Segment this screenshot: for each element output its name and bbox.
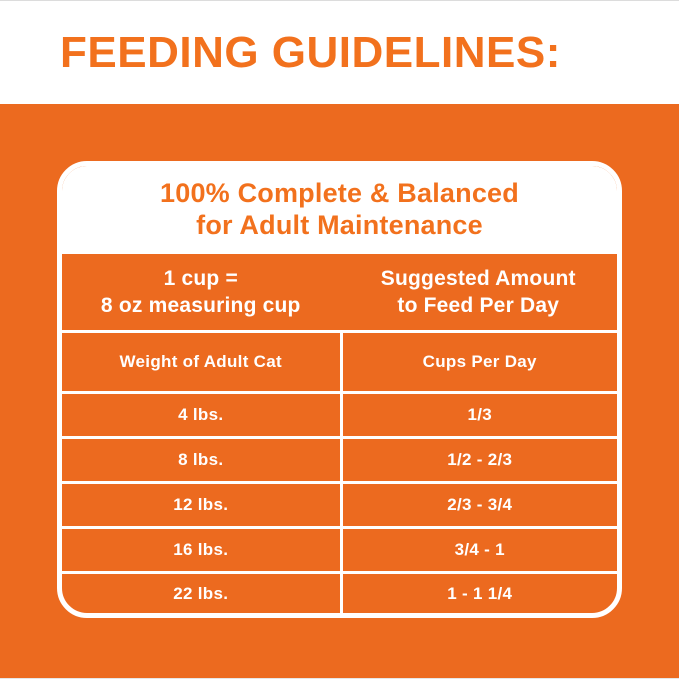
weight-cell: 4 lbs. [178, 405, 224, 424]
page-header: FEEDING GUIDELINES: [0, 1, 679, 104]
column-header-cups: Cups Per Day [339, 333, 618, 391]
column-header-row: Weight of Adult Cat Cups Per Day [62, 330, 617, 391]
cups-cell: 1/2 - 2/3 [339, 439, 618, 481]
guidelines-card: 100% Complete & Balanced for Adult Maint… [57, 161, 622, 618]
cups-cell: 1/3 [339, 394, 618, 436]
table-row: 16 lbs. 3/4 - 1 [62, 526, 617, 571]
weight-cell: 8 lbs. [178, 450, 224, 469]
page-title: FEEDING GUIDELINES: [60, 27, 561, 77]
card-title-line2: for Adult Maintenance [196, 210, 483, 240]
header-measuring-cup: 1 cup = 8 oz measuring cup [62, 254, 340, 330]
page-background: 100% Complete & Balanced for Adult Maint… [0, 104, 679, 678]
weight-cell: 22 lbs. [173, 583, 229, 603]
cups-cell: 1 - 1 1/4 [339, 574, 618, 613]
table-header-row: 1 cup = 8 oz measuring cup Suggested Amo… [62, 254, 617, 330]
header-suggested-amount-line1: Suggested Amount [380, 266, 576, 290]
table-row: 22 lbs. 1 - 1 1/4 [62, 571, 617, 613]
header-suggested-amount-line2: to Feed Per Day [397, 294, 560, 317]
weight-cell: 16 lbs. [173, 540, 229, 559]
cups-cell: 2/3 - 3/4 [339, 484, 618, 526]
table-row: 4 lbs. 1/3 [62, 391, 617, 436]
cups-cell: 3/4 - 1 [339, 529, 618, 571]
header-measuring-cup-line1: 1 cup = [163, 266, 238, 290]
card-title: 100% Complete & Balanced for Adult Maint… [62, 166, 617, 254]
table-row: 12 lbs. 2/3 - 3/4 [62, 481, 617, 526]
table-row: 8 lbs. 1/2 - 2/3 [62, 436, 617, 481]
weight-cell: 12 lbs. [173, 495, 229, 514]
header-measuring-cup-line2: 8 oz measuring cup [100, 294, 301, 317]
column-header-weight: Weight of Adult Cat [119, 352, 282, 371]
header-suggested-amount: Suggested Amount to Feed Per Day [340, 254, 618, 330]
card-title-line1: 100% Complete & Balanced [160, 178, 519, 209]
feeding-table: 1 cup = 8 oz measuring cup Suggested Amo… [62, 254, 617, 613]
